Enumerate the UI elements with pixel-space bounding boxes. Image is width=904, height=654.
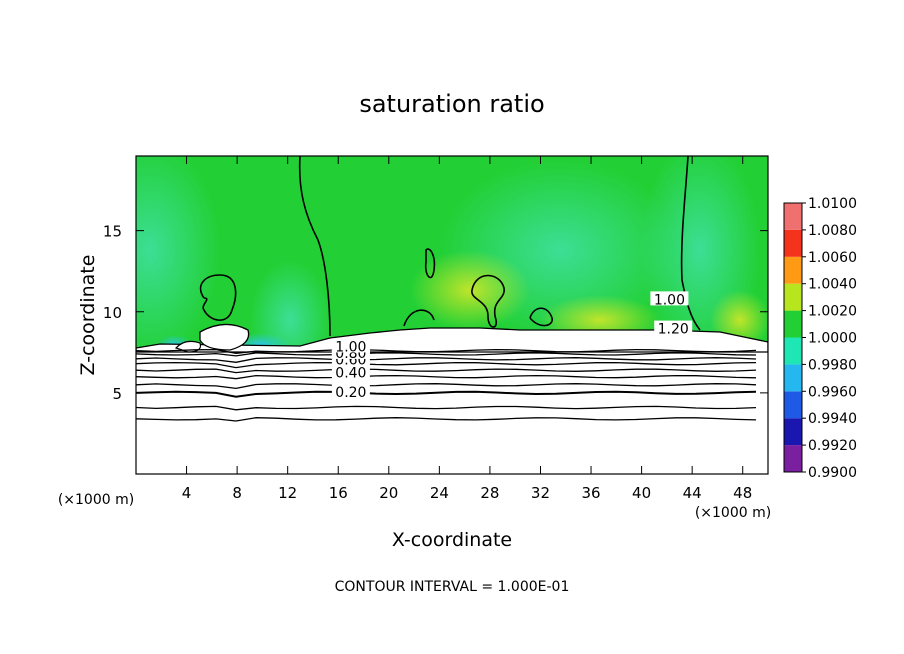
contour-label-bg bbox=[650, 291, 689, 306]
stable-layer-line bbox=[136, 361, 757, 369]
stable-layer-line bbox=[136, 374, 757, 380]
x-tick-label: 36 bbox=[581, 484, 600, 502]
x-tick-label: 32 bbox=[531, 484, 550, 502]
contour-line bbox=[471, 274, 505, 328]
x-tick-label: 16 bbox=[329, 484, 348, 502]
colorbar-label: 1.0060 bbox=[808, 250, 857, 266]
stable-layer-line bbox=[136, 352, 757, 357]
stable-layer-line bbox=[136, 417, 757, 422]
colorbar-swatch bbox=[784, 283, 802, 311]
colorbar-label: 0.9900 bbox=[808, 465, 857, 481]
contour-line bbox=[680, 156, 701, 331]
y-axis-label: Z-coordinate bbox=[77, 255, 99, 376]
colorbar-swatch bbox=[784, 364, 802, 392]
colorbar-label: 1.0000 bbox=[808, 331, 857, 347]
chart-title: saturation ratio bbox=[359, 90, 544, 118]
x-tick-label: 20 bbox=[379, 484, 398, 502]
contour-line bbox=[403, 309, 435, 327]
x-unit-right: (×1000 m) bbox=[695, 505, 771, 521]
colorbar-label: 1.0020 bbox=[808, 304, 857, 320]
x-tick-label: 12 bbox=[278, 484, 297, 502]
contour-line bbox=[298, 156, 331, 337]
colorbar-label: 1.0080 bbox=[808, 223, 857, 239]
contour-label-bg bbox=[331, 364, 370, 379]
colorbar-swatch bbox=[784, 445, 802, 472]
x-unit-left: (×1000 m) bbox=[58, 492, 134, 508]
colorbar-label: 1.0040 bbox=[808, 277, 857, 293]
colorbar-swatch bbox=[784, 203, 802, 230]
colorbar-swatch bbox=[784, 256, 802, 284]
stable-layer-line bbox=[136, 348, 757, 354]
contour-label-bg bbox=[331, 383, 370, 398]
unsaturated-region bbox=[136, 349, 768, 474]
contour-label-bg bbox=[331, 338, 370, 353]
stable-layer-line bbox=[136, 390, 757, 398]
x-tick-label: 28 bbox=[480, 484, 499, 502]
cloud-boundary bbox=[136, 327, 768, 353]
contour-label-bg bbox=[654, 320, 693, 335]
contour-line bbox=[529, 307, 553, 327]
contour-label-group: 0.200.400.600.801.001.001.20 bbox=[331, 291, 693, 401]
contour-label: 1.00 bbox=[335, 339, 366, 355]
contour-label: 1.00 bbox=[654, 292, 685, 308]
contour-label: 1.20 bbox=[658, 322, 689, 338]
contour-interval-note: CONTOUR INTERVAL = 1.000E-01 bbox=[335, 579, 570, 595]
contour-line bbox=[199, 274, 237, 321]
x-tick-label: 8 bbox=[232, 484, 242, 502]
colorbar-swatch bbox=[784, 229, 802, 257]
y-axis-ticks: 5 10 15 bbox=[103, 223, 768, 403]
colorbar-label: 1.0100 bbox=[808, 196, 857, 212]
y-tick-label: 15 bbox=[103, 223, 122, 241]
contour-label: 0.20 bbox=[335, 385, 366, 401]
stable-layer-line bbox=[136, 405, 757, 411]
colorbar-label: 0.9960 bbox=[808, 384, 857, 400]
stable-layer-line bbox=[136, 357, 757, 363]
colorbar-swatch bbox=[784, 418, 802, 446]
field-shade bbox=[136, 156, 220, 360]
y-tick-label: 10 bbox=[103, 304, 122, 322]
contour-lines bbox=[136, 156, 768, 353]
x-tick-label: 4 bbox=[182, 484, 192, 502]
x-tick-label: 24 bbox=[430, 484, 449, 502]
contour-line bbox=[424, 248, 436, 279]
colorbar-label: 0.9940 bbox=[808, 411, 857, 427]
x-axis-ticks: 4 8 12 16 20 24 28 32 36 40 44 48 bbox=[182, 156, 752, 502]
colorbar-label: 0.9920 bbox=[808, 438, 857, 454]
field-shade bbox=[410, 250, 530, 330]
stable-layer-line bbox=[136, 368, 757, 374]
colorbar-swatch bbox=[784, 337, 802, 365]
plot-area: 0.200.400.600.801.001.001.20 bbox=[136, 156, 768, 474]
stable-layer-line bbox=[136, 383, 757, 390]
x-tick-label: 44 bbox=[683, 484, 702, 502]
colorbar-swatch bbox=[784, 310, 802, 338]
y-tick-label: 5 bbox=[112, 385, 122, 403]
colorbar: 0.9900 0.9920 0.9940 0.9960 0.9980 1.0000 1.00… bbox=[783, 196, 857, 481]
contour-label: 0.40 bbox=[335, 365, 366, 381]
x-tick-label: 48 bbox=[733, 484, 752, 502]
plot-frame bbox=[135, 155, 769, 475]
cloud-boundary bbox=[199, 323, 250, 351]
colorbar-swatch bbox=[784, 391, 802, 419]
stable-layer-contours bbox=[136, 348, 757, 422]
colorbar-label: 0.9980 bbox=[808, 357, 857, 373]
x-tick-label: 40 bbox=[632, 484, 651, 502]
x-axis-label: X-coordinate bbox=[392, 529, 512, 551]
